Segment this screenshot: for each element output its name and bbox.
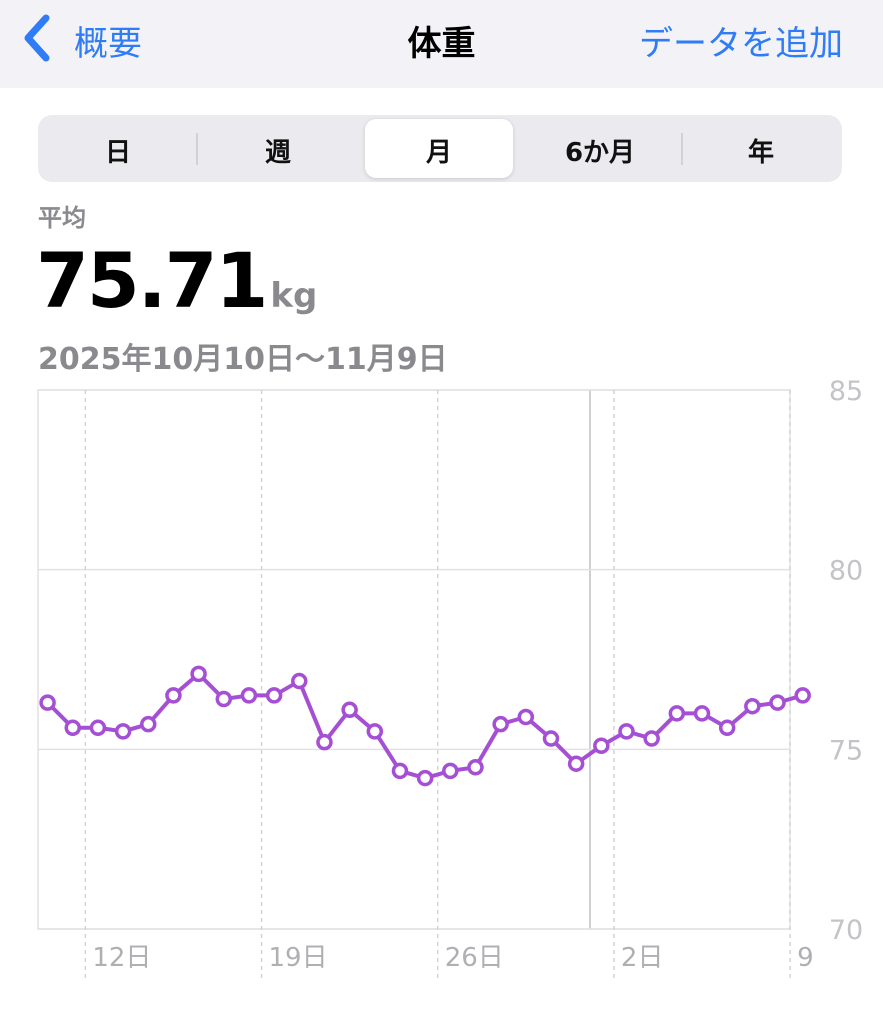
data-point [265,687,283,704]
data-point [89,719,107,737]
data-point [794,687,811,704]
data-point [643,730,660,747]
data-point [769,694,786,711]
data-point [517,708,535,726]
data-point [165,687,182,704]
data-point [567,755,585,772]
data-point [64,719,82,737]
segment-selected [365,119,513,178]
data-point [416,769,434,787]
weight-line [46,671,804,781]
data-point [140,715,157,733]
segment[interactable]: 日 [104,138,131,168]
back-button[interactable]: 概要 [74,24,142,64]
segment-control: 日 週 月 6か月 年 [38,115,842,182]
summary-value-row: 75.71 kg [36,236,317,325]
data-point [190,665,207,683]
data-point [593,737,610,754]
x-tick-label: 12日 [92,943,151,973]
data-point [391,762,409,780]
data-point [291,672,308,690]
data-point [366,723,384,740]
data-point [718,719,736,737]
x-tick-label: 19日 [269,943,328,973]
segment[interactable]: 年 [747,138,774,168]
data-point [542,730,560,747]
plot-frame [37,389,791,930]
data-point [744,697,761,715]
data-point [215,690,233,708]
y-tick-label: 80 [829,556,863,587]
data-point [492,715,509,733]
data-point [240,687,258,704]
summary-range: 2025年10月10日〜11月9日 [38,342,448,377]
divider [196,133,198,165]
data-point [467,759,484,776]
segment[interactable]: 月 [425,138,452,168]
y-tick-label: 70 [829,915,863,946]
data-point [114,723,132,740]
data-point [341,701,358,719]
summary-label: 平均 [38,204,86,232]
back-chevron[interactable] [20,14,52,62]
divider [681,133,683,165]
data-point [618,723,635,740]
data-point [39,694,56,711]
x-tick-label: 26日 [445,943,504,973]
x-tick-label: 2日 [621,943,664,973]
x-tick-label: 9 [797,943,814,973]
segment[interactable]: 6か月 [564,138,636,168]
summary-unit: kg [270,276,318,316]
add-data-button[interactable]: データを追加 [639,24,843,64]
summary-value: 75.71 [36,236,268,325]
y-tick-label: 85 [829,376,863,407]
data-point [442,762,459,780]
segment[interactable]: 週 [264,138,291,168]
data-point [693,705,711,722]
data-point [316,733,333,751]
y-tick-label: 75 [829,735,863,766]
data-point [668,705,686,722]
nav-bar: 概要 体重 データを追加 [0,0,883,88]
nav-title: 体重 [407,24,476,64]
